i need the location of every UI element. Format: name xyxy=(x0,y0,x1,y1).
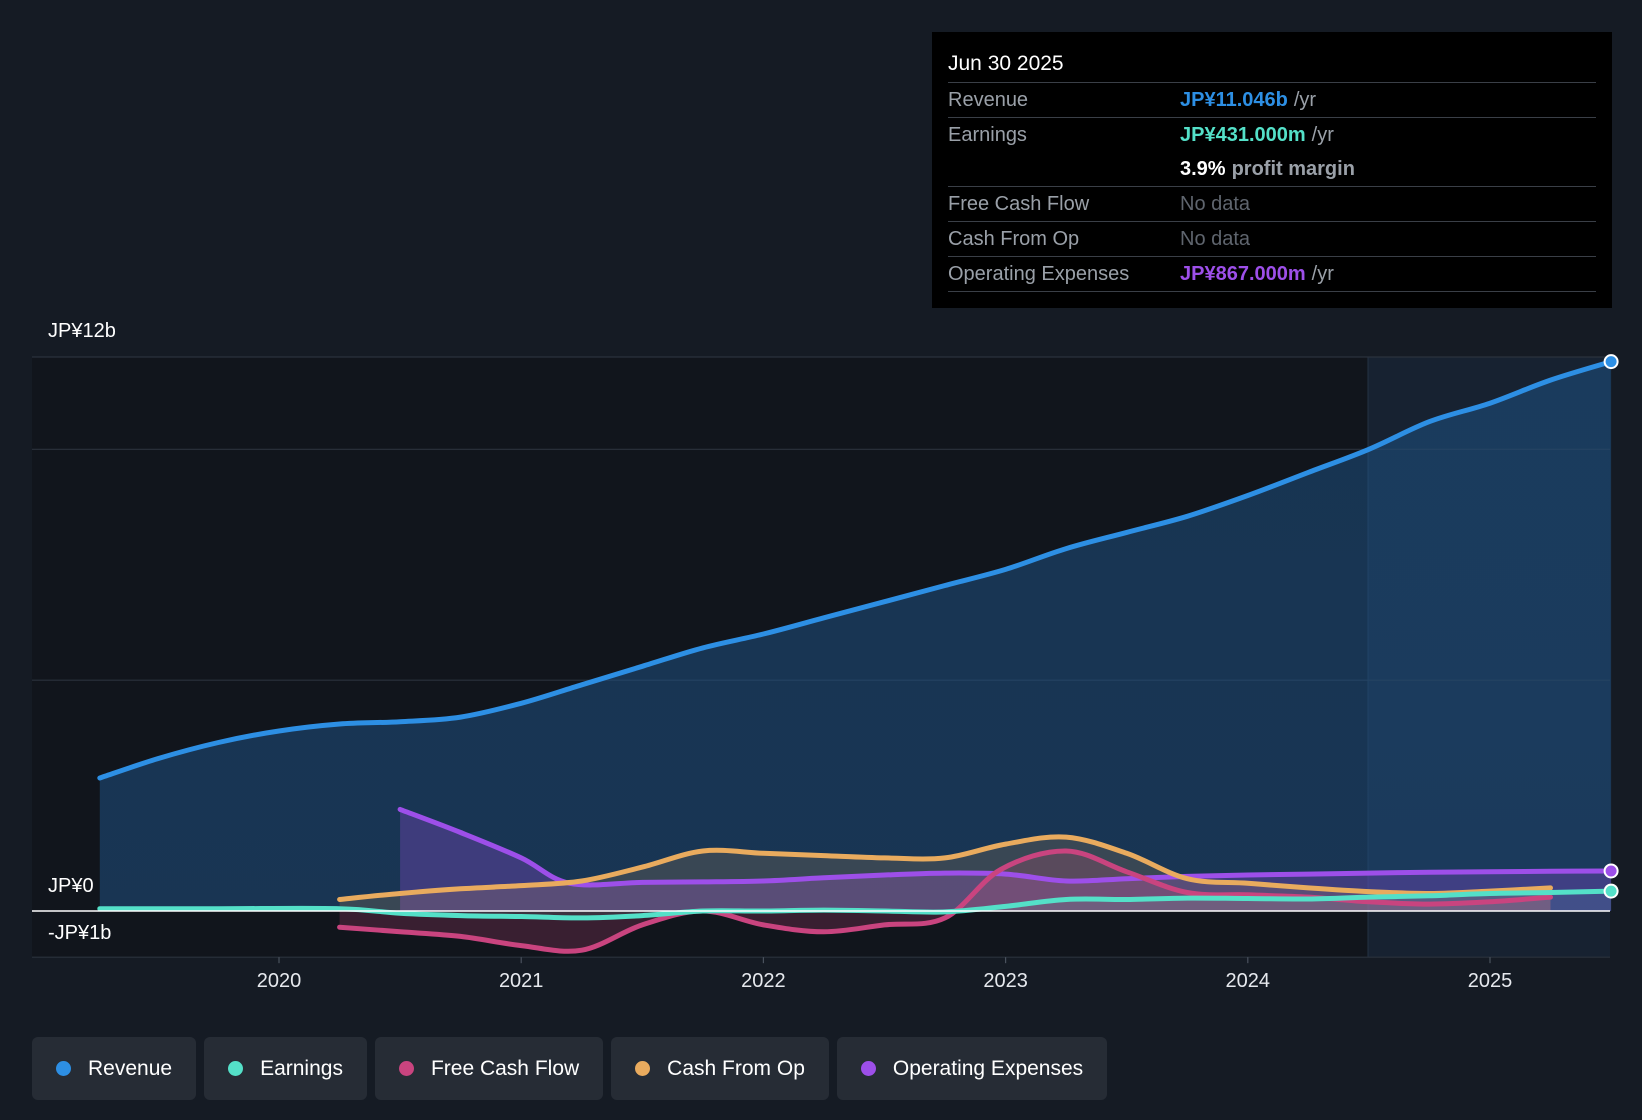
tooltip-unit: /yr xyxy=(1311,124,1334,146)
tooltip: Jun 30 2025 Revenue JP¥11.046b /yr Earni… xyxy=(932,32,1612,308)
legend-revenue[interactable]: Revenue xyxy=(32,1037,197,1100)
tooltip-label: Free Cash Flow xyxy=(948,193,1090,215)
tooltip-value: JP¥867.000m xyxy=(1180,263,1306,285)
legend-cash-from-op[interactable]: Cash From Op xyxy=(611,1037,829,1100)
legend-label: Free Cash Flow xyxy=(430,1056,580,1080)
x-tick-label: 2025 xyxy=(1467,970,1513,992)
tooltip-row-opex: Operating Expenses JP¥867.000m /yr xyxy=(948,257,1596,292)
legend-dot-icon xyxy=(398,1061,414,1076)
legend-dot-icon xyxy=(860,1061,876,1076)
tooltip-value: JP¥11.046b xyxy=(1180,89,1288,111)
legend: Revenue Earnings Free Cash Flow Cash Fro… xyxy=(32,1037,1108,1100)
legend-operating-expenses[interactable]: Operating Expenses xyxy=(836,1037,1108,1100)
legend-label: Operating Expenses xyxy=(892,1056,1084,1080)
tooltip-label: Cash From Op xyxy=(948,228,1080,250)
tooltip-row-earnings: Earnings JP¥431.000m /yr xyxy=(948,118,1596,152)
tooltip-value: No data xyxy=(1180,228,1251,250)
y-top-label: JP¥12b xyxy=(48,320,116,342)
tooltip-value: No data xyxy=(1180,193,1251,215)
earnings-end-dot xyxy=(1603,883,1619,899)
x-tick-label: 2020 xyxy=(256,970,302,992)
legend-dot-icon xyxy=(635,1061,651,1076)
tooltip-label xyxy=(948,152,1180,186)
tooltip-row-cfo: Cash From Op No data xyxy=(948,222,1596,257)
tooltip-row-fcf: Free Cash Flow No data xyxy=(948,187,1596,222)
tooltip-row-revenue: Revenue JP¥11.046b /yr xyxy=(948,83,1596,118)
end-dots xyxy=(32,354,1619,912)
tooltip-label: Operating Expenses xyxy=(948,263,1130,285)
legend-label: Earnings xyxy=(260,1056,343,1080)
tooltip-row-margin: 3.9% profit margin xyxy=(948,152,1596,187)
tooltip-unit: profit margin xyxy=(1231,158,1355,180)
legend-free-cash-flow[interactable]: Free Cash Flow xyxy=(374,1037,604,1100)
tooltip-unit: /yr xyxy=(1293,89,1317,111)
legend-dot-icon xyxy=(56,1061,71,1076)
revenue-area xyxy=(99,361,1612,912)
legend-label: Cash From Op xyxy=(667,1056,805,1080)
tooltip-value: 3.9% xyxy=(1180,158,1226,180)
x-tick-label: 2022 xyxy=(741,970,786,992)
y-bottom-label: -JP¥1b xyxy=(48,922,112,944)
y-zero-label: JP¥0 xyxy=(48,875,94,897)
legend-dot-icon xyxy=(228,1061,244,1076)
legend-label: Revenue xyxy=(88,1056,173,1080)
legend-earnings[interactable]: Earnings xyxy=(204,1037,367,1100)
cfo-line xyxy=(337,834,1553,902)
tooltip-label: Earnings xyxy=(948,124,1027,146)
tooltip-label: Revenue xyxy=(948,89,1029,111)
opex-end-dot xyxy=(1603,863,1619,879)
revenue-line xyxy=(97,359,1614,781)
tooltip-value: JP¥431.000m xyxy=(1180,124,1306,146)
x-tick-label: 2023 xyxy=(983,970,1028,992)
revenue-end-dot xyxy=(1603,354,1619,370)
tooltip-date: Jun 30 2025 xyxy=(948,46,1596,83)
x-tick-label: 2024 xyxy=(1225,970,1271,992)
tooltip-unit: /yr xyxy=(1311,263,1334,285)
x-tick-label: 2021 xyxy=(498,970,544,992)
